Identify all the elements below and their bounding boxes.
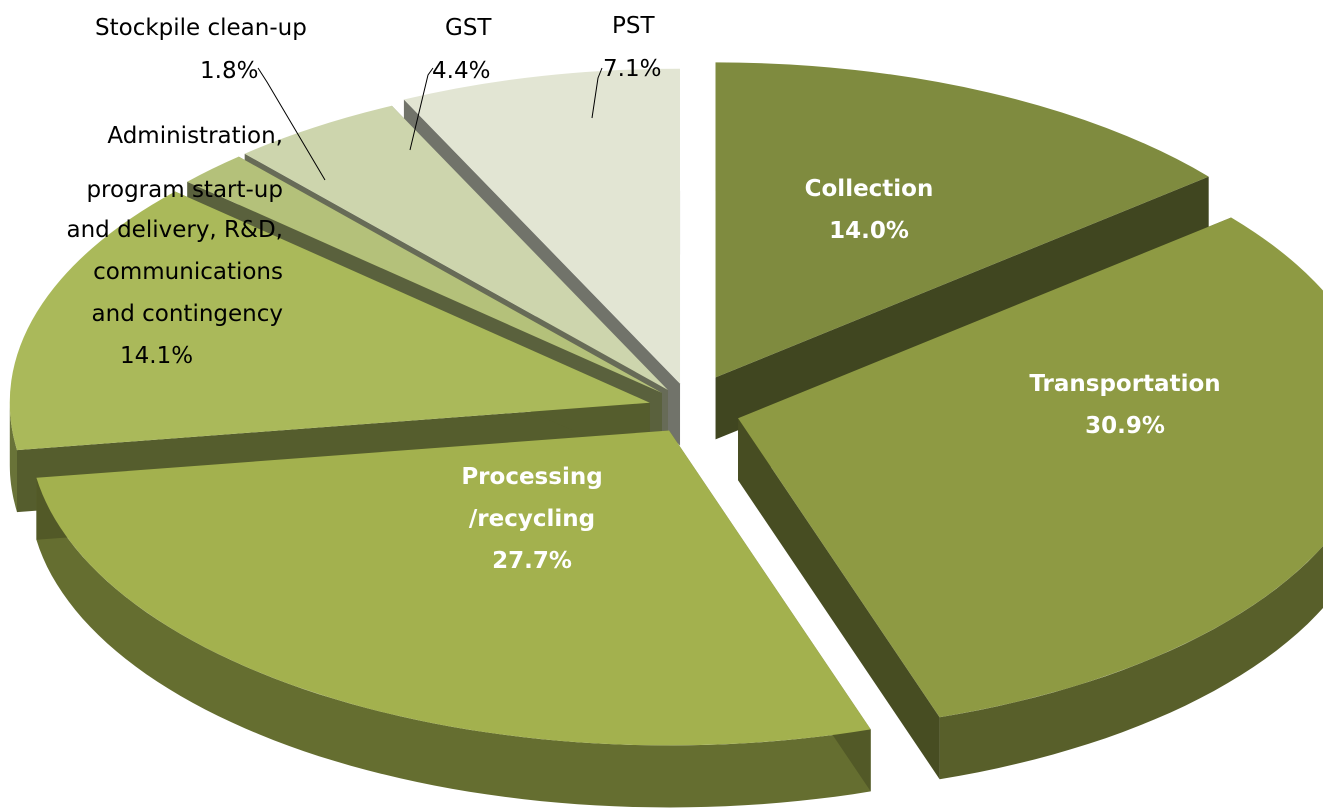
label-administration-line-2: program start-up bbox=[86, 177, 283, 203]
slice-top-gst bbox=[244, 105, 668, 390]
label-administration-line-4: communications bbox=[93, 259, 283, 285]
label-transportation-value: 30.9% bbox=[1085, 413, 1165, 439]
pie-slice-processing bbox=[36, 430, 871, 808]
label-pst-value: 7.1% bbox=[603, 56, 661, 82]
slice-top-pst bbox=[403, 68, 681, 384]
pie-slice-collection bbox=[715, 62, 1209, 440]
data-label-stockpile: Stockpile clean-up 1.8% bbox=[95, 15, 307, 84]
data-label-pst: PST 7.1% bbox=[603, 13, 661, 82]
slice-wall-processing bbox=[36, 477, 871, 808]
label-processing-name: Processing bbox=[461, 464, 602, 490]
data-label-gst: GST 4.4% bbox=[432, 15, 492, 84]
leader-line-stockpile bbox=[257, 67, 326, 181]
slice-wall-administration bbox=[9, 399, 17, 513]
label-gst-value: 4.4% bbox=[432, 58, 490, 84]
slice-top-collection bbox=[715, 62, 1209, 378]
label-administration-line-5: and contingency bbox=[92, 301, 283, 327]
data-label-processing: Processing /recycling 27.7% bbox=[461, 464, 602, 574]
data-label-transportation: Transportation 30.9% bbox=[1029, 371, 1220, 439]
slice-side-collection-1 bbox=[715, 176, 1209, 440]
label-collection-value: 14.0% bbox=[829, 218, 909, 244]
leader-line-gst bbox=[409, 67, 434, 151]
slice-top-stockpile bbox=[187, 156, 662, 393]
label-administration-value: 14.1% bbox=[120, 343, 193, 369]
label-pst-name: PST bbox=[612, 13, 655, 39]
slice-side-transportation-1 bbox=[738, 418, 940, 780]
pie-slices bbox=[9, 62, 1323, 808]
slice-top-administration bbox=[9, 191, 650, 451]
label-stockpile-value: 1.8% bbox=[200, 58, 258, 84]
label-administration-line-1: Administration, bbox=[107, 123, 283, 149]
slice-top-processing bbox=[36, 430, 871, 746]
leader-line-pst bbox=[591, 67, 603, 119]
label-transportation-name: Transportation bbox=[1029, 371, 1220, 397]
pie-slice-transportation bbox=[738, 217, 1323, 780]
label-processing-name-2: /recycling bbox=[469, 506, 595, 532]
label-collection-name: Collection bbox=[805, 176, 934, 202]
label-gst-name: GST bbox=[445, 15, 492, 41]
data-label-collection: Collection 14.0% bbox=[805, 176, 934, 244]
label-processing-value: 27.7% bbox=[492, 548, 572, 574]
slice-wall-transportation bbox=[939, 546, 1323, 780]
data-label-administration: Administration, program start-up and del… bbox=[66, 123, 283, 369]
slice-top-transportation bbox=[738, 217, 1323, 718]
label-stockpile-name: Stockpile clean-up bbox=[95, 15, 307, 41]
label-administration-line-3: and delivery, R&D, bbox=[66, 217, 283, 243]
